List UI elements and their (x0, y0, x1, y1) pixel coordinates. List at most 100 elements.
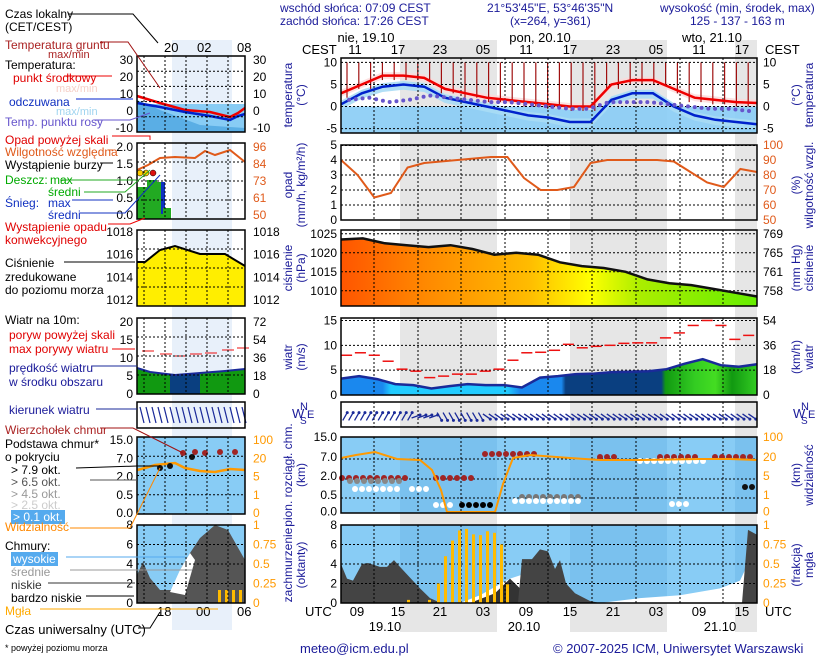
humidity-tick-right: 60 (763, 198, 777, 212)
precip-axis-label: opad (281, 172, 295, 199)
legend-wind-arrow (211, 406, 217, 424)
press-frame (340, 229, 758, 307)
dew-point-dot (740, 108, 745, 113)
wind-kmh-tick-right: 18 (763, 363, 777, 377)
wind-arrow-head (424, 413, 428, 417)
wind-arrow (677, 413, 686, 420)
temp-tick-left: 10 (324, 55, 338, 69)
cloud-base-dot (454, 475, 460, 481)
wind-arrow (371, 412, 378, 421)
wind-arrow-head (642, 417, 646, 421)
wind-arrow-head (410, 411, 414, 415)
legend-tick: 1016 (106, 248, 133, 262)
dew-point-dot (658, 101, 663, 106)
wind-arrow-head (351, 411, 355, 415)
press-mmhg-tick-right: 765 (763, 246, 783, 260)
dew-point-dot (360, 96, 365, 101)
humidity-tick-right: 80 (763, 168, 777, 182)
wind-arrow-head (398, 411, 402, 415)
cloud-base-dot (554, 498, 560, 504)
top-day-label: pon, 20.10 (509, 30, 570, 45)
cloud-base-dot (409, 486, 415, 492)
cloud-base-dot (423, 486, 429, 492)
legend-storm-dot (149, 169, 157, 177)
fog-tick-right: 0.5 (763, 557, 780, 571)
dew-point-dot (699, 105, 704, 110)
cloud-base-dot (519, 498, 525, 504)
compass-letter: E (307, 409, 314, 421)
wind-arrow (429, 414, 438, 419)
legend-tick: 10 (120, 87, 134, 101)
dew-point-dot (618, 100, 623, 105)
grid-text: (x=264, y=361) (510, 14, 591, 28)
cover-axis-label: zachmurzenie (281, 527, 295, 602)
fog-bar (458, 530, 461, 603)
wind-arrow-head (475, 418, 479, 422)
cloud-base-dot (568, 498, 574, 504)
legend-tick: 0.75 (253, 538, 277, 552)
legend-tick: -10 (116, 121, 134, 135)
cloud-base-dot (683, 501, 689, 507)
wind-arrow (411, 414, 421, 419)
legend-felt-band (137, 100, 245, 132)
legend-temp-frame (136, 55, 246, 133)
legend-leader-line (70, 467, 161, 529)
legend-visibility-line (136, 461, 246, 474)
wind-arrow-head (524, 417, 528, 421)
legend-utc: Czas uniwersalny (UTC) (5, 622, 146, 637)
legend-tick: 15.0 (110, 433, 134, 447)
wind-arrow-head (718, 417, 722, 421)
cloud-base-dot (611, 454, 617, 460)
wind-arrow (477, 412, 484, 421)
legend-tick: 5 (126, 369, 133, 383)
legend-tick: 1012 (253, 293, 280, 307)
dew-point-dot (536, 103, 541, 108)
temp-axis-label: (°C) (294, 84, 308, 105)
wind-arrow-head (571, 417, 575, 421)
wind-arrow-head (481, 418, 485, 422)
legend-tick: 84 (253, 157, 267, 171)
legend-snow-max: max (48, 196, 71, 210)
legend-rain-bar (147, 180, 157, 219)
dew-point-dot (692, 105, 697, 110)
cloud-base-dot (352, 486, 358, 492)
visibility-tick-right: 100 (763, 430, 783, 444)
legend-footnote: * powyżej poziomu morza (5, 643, 108, 653)
legend-rain-avg: średni (48, 185, 81, 199)
fog-axis-label: mgła (802, 552, 816, 578)
top-hour-tick: 17 (563, 42, 577, 57)
cover-tick-left: 6 (330, 538, 337, 552)
legend-ground-temp2: max/min (48, 49, 90, 61)
legend-wind-arrow (199, 406, 205, 424)
wind-arrow-head (748, 417, 752, 421)
wind-arrow (448, 412, 455, 421)
wind-arrow-head (530, 417, 534, 421)
dew-point-dot (747, 108, 751, 113)
top-hour-tick: 23 (606, 42, 620, 57)
legend-tick: 1 (253, 488, 260, 502)
legend-tick: 0.5 (253, 557, 270, 571)
legend-maxmin2: max/min (56, 106, 98, 118)
legend-tick: 1014 (106, 270, 133, 284)
dew-point-dot (706, 106, 711, 111)
top-day-label: nie, 19.10 (337, 30, 394, 45)
wind-arrow-head (730, 417, 734, 421)
footer-email[interactable]: meteo@icm.edu.pl (300, 641, 409, 656)
precip-tick-left: 2 (330, 183, 337, 197)
legend-tick: 1014 (253, 270, 280, 284)
pressure-line (340, 237, 758, 298)
cover-axis-label: (oktanty) (294, 542, 308, 589)
humidity-tick-right: 90 (763, 153, 777, 167)
legend-bottom-tick: 18 (157, 604, 171, 619)
wind-arrow (389, 412, 396, 421)
legend-rain: Deszcz: (5, 173, 48, 187)
temp-mid-line (340, 74, 758, 108)
legend-felt-line (136, 101, 246, 122)
precip-tick-left: 5 (330, 138, 337, 152)
wind-frame (340, 317, 758, 396)
wind-axis-label: wiatr (281, 344, 295, 370)
bottom-hour-tick: 15 (391, 604, 405, 619)
dew-point-dot (543, 104, 548, 109)
wind-arrow (359, 412, 366, 421)
